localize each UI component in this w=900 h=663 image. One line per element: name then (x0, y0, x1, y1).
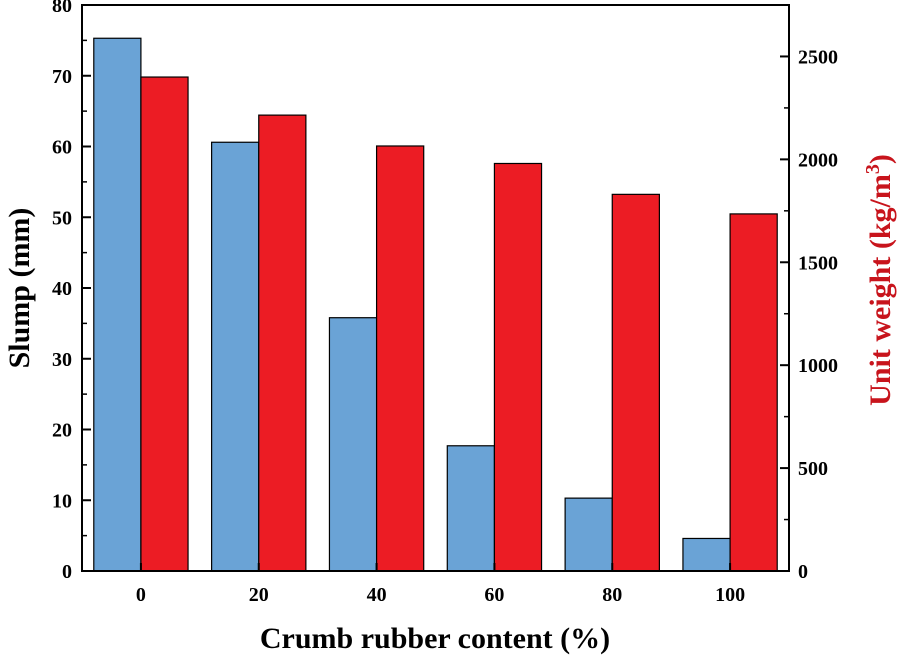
slump-bar-80 (564, 497, 613, 572)
left-tick-label: 50 (52, 207, 72, 229)
x-tick-label: 100 (715, 584, 745, 606)
right-tick-label: 1000 (798, 355, 838, 377)
x-tick-label: 60 (484, 584, 504, 606)
right-tick-label: 1500 (798, 252, 838, 274)
x-tick-label: 0 (136, 584, 146, 606)
unit-weight-bar-20 (258, 114, 307, 572)
left-tick-label: 30 (52, 349, 72, 371)
left-tick-label: 10 (52, 490, 72, 512)
left-tick-label: 80 (52, 0, 72, 17)
x-tick-label: 80 (602, 584, 622, 606)
slump-bar-0 (93, 37, 142, 572)
left-tick-label: 70 (52, 66, 72, 88)
slump-bar-20 (211, 141, 260, 572)
x-axis-title: Crumb rubber content (%) (260, 622, 610, 655)
plot-frame (81, 4, 790, 572)
right-tick-label: 500 (798, 458, 828, 480)
x-tick-label: 20 (249, 584, 269, 606)
left-tick-label: 60 (52, 137, 72, 159)
left-tick-label: 40 (52, 278, 72, 300)
right-axis-title-main: Unit weight (kg/m (864, 174, 897, 406)
unit-weight-bar-100 (729, 213, 778, 572)
right-tick-label: 2500 (798, 46, 838, 68)
right-axis-title-sup: 3 (862, 164, 884, 174)
unit-weight-bar-0 (140, 76, 189, 572)
left-tick-label: 20 (52, 420, 72, 442)
unit-weight-bar-80 (611, 193, 660, 572)
right-axis-ticks: 0 500 1000 1500 2000 2500 (780, 4, 838, 583)
slump-bar-60 (446, 445, 496, 572)
plot-area (82, 5, 789, 571)
x-tick-label: 40 (367, 584, 387, 606)
right-tick-label: 2000 (798, 149, 838, 171)
x-axis-ticks: 0 20 40 60 80 100 (136, 563, 745, 606)
unit-weight-bar-40 (375, 145, 425, 572)
slump-bar-100 (682, 537, 731, 572)
right-axis-title-close: ) (864, 154, 897, 164)
bars (93, 37, 778, 572)
left-tick-label: 0 (62, 561, 72, 583)
unit-weight-bar-60 (493, 162, 543, 572)
slump-bar-40 (328, 317, 378, 572)
right-axis-title: Unit weight (kg/m3) (862, 154, 897, 406)
left-axis-title: Slump (mm) (3, 208, 36, 369)
right-tick-label: 0 (798, 561, 808, 583)
